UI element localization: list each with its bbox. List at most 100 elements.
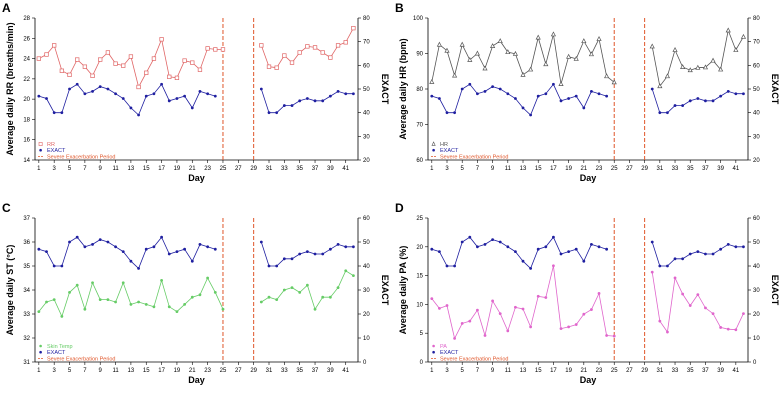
x-tick-label: 7 xyxy=(476,368,480,374)
data-point xyxy=(436,41,442,47)
data-point xyxy=(550,31,556,37)
x-tick-label: 37 xyxy=(702,368,709,374)
data-point xyxy=(649,43,655,49)
legend-swatch xyxy=(39,148,42,152)
data-point xyxy=(687,67,693,73)
x-tick-label: 11 xyxy=(505,368,512,374)
series-exact xyxy=(37,82,355,117)
data-point xyxy=(681,104,685,107)
x-tick-label: 33 xyxy=(672,368,679,374)
data-point xyxy=(445,264,449,268)
data-point xyxy=(59,68,65,73)
data-point xyxy=(321,295,325,299)
data-point xyxy=(259,43,264,48)
y-axis-left-title: Average daily ST (°C) xyxy=(5,245,15,336)
data-point xyxy=(198,89,202,93)
data-point xyxy=(344,269,348,273)
y-right-tick-label: 50 xyxy=(363,87,370,93)
data-point xyxy=(453,111,457,115)
data-point xyxy=(106,87,110,91)
x-tick-label: 27 xyxy=(235,166,242,172)
y-right-tick-label: 40 xyxy=(363,111,370,117)
y-right-tick-label: 20 xyxy=(753,312,760,318)
data-point xyxy=(121,63,126,68)
x-tick-label: 35 xyxy=(296,368,303,374)
y-left-tick-label: 70 xyxy=(416,123,423,129)
legend-label: Severe Exacerbation Period xyxy=(47,154,115,160)
data-point xyxy=(121,97,125,100)
x-tick-label: 21 xyxy=(580,166,587,172)
data-point xyxy=(535,34,541,40)
data-point xyxy=(710,57,716,63)
data-point xyxy=(650,270,654,274)
data-point xyxy=(650,87,654,91)
x-tick-label: 13 xyxy=(520,166,527,172)
data-point xyxy=(305,97,309,100)
data-point xyxy=(106,240,110,244)
x-tick-label: 9 xyxy=(491,368,495,374)
y-left-tick-label: 100 xyxy=(413,16,424,22)
x-tick-label: 19 xyxy=(174,368,181,374)
y-right-tick-label: 10 xyxy=(363,336,370,342)
data-point xyxy=(106,298,110,301)
data-point xyxy=(453,264,457,268)
data-point xyxy=(344,92,348,96)
legend-label: EXACT xyxy=(47,350,66,356)
series-line xyxy=(431,236,607,270)
data-point xyxy=(544,92,548,96)
data-point xyxy=(590,243,593,246)
data-point xyxy=(482,65,488,71)
data-point xyxy=(467,56,473,62)
y-right-tick-label: 60 xyxy=(363,63,370,69)
data-point xyxy=(37,247,41,251)
x-tick-label: 7 xyxy=(476,166,480,172)
legend-label: EXACT xyxy=(47,148,66,154)
data-point xyxy=(688,99,692,103)
data-point xyxy=(290,257,294,261)
data-point xyxy=(444,47,450,53)
data-point xyxy=(544,245,548,249)
data-point xyxy=(552,82,555,86)
data-point xyxy=(114,300,117,304)
legend-swatch xyxy=(432,350,435,354)
data-point xyxy=(688,304,692,307)
data-point xyxy=(328,295,332,299)
x-tick-label: 23 xyxy=(204,368,211,374)
data-point xyxy=(144,247,148,251)
y-left-tick-label: 0 xyxy=(420,360,424,366)
data-point xyxy=(696,97,700,100)
x-tick-label: 27 xyxy=(626,368,633,374)
data-point xyxy=(305,283,309,287)
x-axis-title: Day xyxy=(580,375,597,385)
data-point xyxy=(312,45,318,50)
data-point xyxy=(68,240,71,244)
legend-label: Severe Exacerbation Period xyxy=(440,356,508,362)
series-exact xyxy=(430,82,745,117)
y-left-tick-label: 34 xyxy=(23,288,30,294)
x-tick-label: 21 xyxy=(189,166,196,172)
legend-label: Skin Temp xyxy=(47,344,73,350)
data-point xyxy=(573,55,579,61)
y-left-tick-label: 24 xyxy=(23,57,30,63)
data-point xyxy=(313,99,317,103)
y-right-tick-label: 60 xyxy=(753,63,760,69)
data-point xyxy=(719,326,723,329)
data-point xyxy=(197,67,203,72)
data-point xyxy=(160,235,163,239)
x-tick-label: 9 xyxy=(491,166,495,172)
x-tick-label: 29 xyxy=(250,166,257,172)
panel-letter: D xyxy=(395,201,404,215)
data-point xyxy=(160,82,163,86)
data-point xyxy=(726,243,730,246)
x-tick-label: 1 xyxy=(430,368,434,374)
x-tick-label: 11 xyxy=(505,166,512,172)
data-point xyxy=(725,27,731,33)
y-left-tick-label: 35 xyxy=(23,264,30,270)
series-skin-temp xyxy=(37,269,355,318)
data-point xyxy=(213,94,217,98)
data-point xyxy=(98,85,102,89)
data-point xyxy=(114,245,117,249)
series-hr xyxy=(429,27,747,89)
data-point xyxy=(734,92,738,96)
